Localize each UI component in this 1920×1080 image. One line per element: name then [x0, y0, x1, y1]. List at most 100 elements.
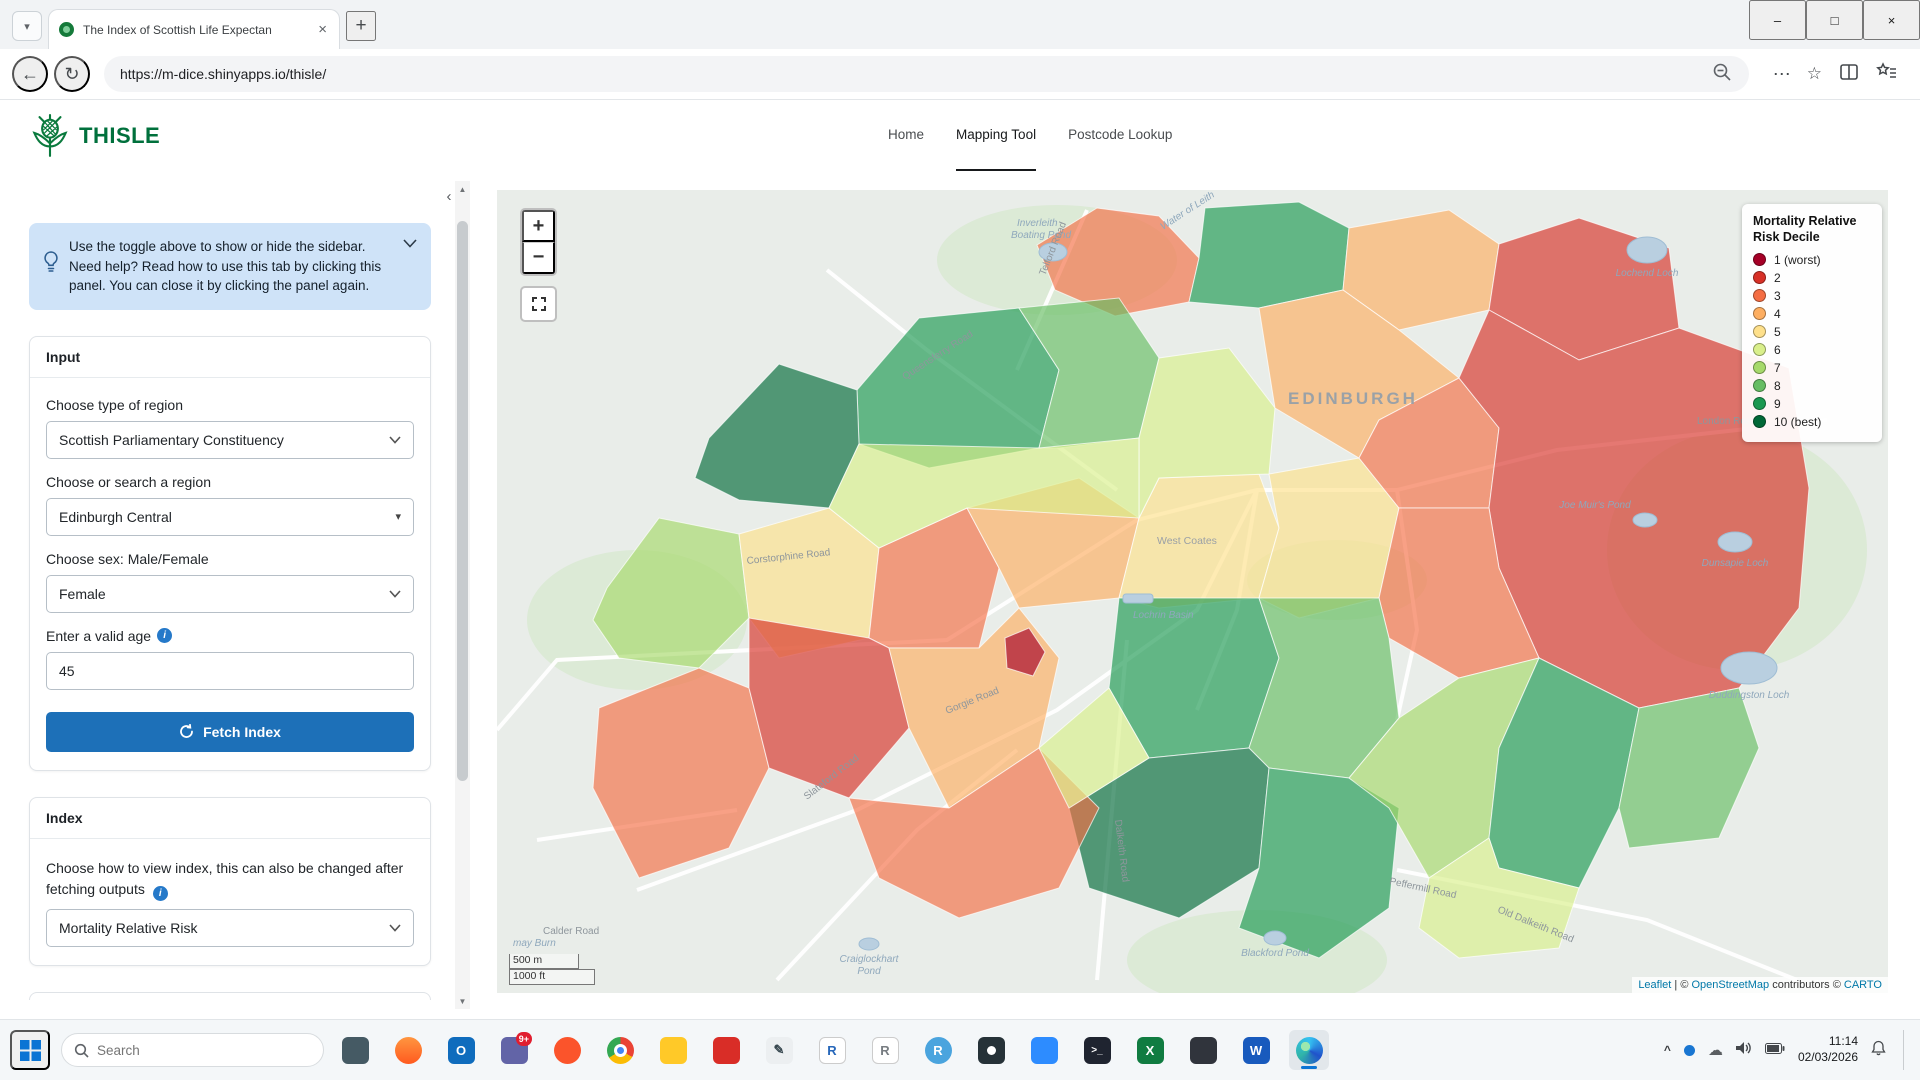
browser-tabstrip: ▾ The Index of Scottish Life Expectan × …	[0, 0, 1920, 49]
taskbar-rstudio-icon[interactable]: R	[918, 1030, 958, 1070]
legend-label: 1 (worst)	[1774, 253, 1821, 267]
map-scale: 500 m 1000 ft	[509, 954, 595, 985]
cloud-icon[interactable]: ☁	[1708, 1041, 1723, 1059]
notification-badge: 9+	[516, 1032, 532, 1046]
taskbar-dark-app-icon[interactable]	[1183, 1030, 1223, 1070]
taskbar-system-app-icon[interactable]	[335, 1030, 375, 1070]
sex-select[interactable]: Female	[46, 575, 414, 613]
map-label: Duddingston Loch	[1709, 690, 1790, 701]
favorites-bar-icon[interactable]	[1876, 61, 1898, 88]
tab-search-menu-button[interactable]: ▾	[12, 11, 42, 41]
choropleth-region[interactable]	[593, 668, 769, 878]
minimize-button[interactable]: –	[1749, 0, 1806, 40]
taskbar-zoom-icon[interactable]	[1024, 1030, 1064, 1070]
windows-logo-icon	[20, 1040, 41, 1061]
zoom-out-button[interactable]: −	[522, 242, 555, 274]
new-tab-button[interactable]: +	[346, 11, 376, 41]
tab-close-icon[interactable]: ×	[316, 21, 329, 38]
split-screen-icon[interactable]	[1838, 61, 1860, 88]
attribution-text: | ©	[1671, 979, 1691, 991]
info-icon[interactable]: i	[157, 628, 172, 643]
zoom-in-button[interactable]: +	[522, 210, 555, 242]
volume-icon[interactable]	[1736, 1041, 1752, 1060]
info-icon[interactable]: i	[153, 886, 168, 901]
notification-bell-icon[interactable]	[1871, 1040, 1886, 1061]
help-panel[interactable]: Use the toggle above to show or hide the…	[29, 223, 431, 310]
back-button[interactable]: ←	[12, 56, 48, 92]
index-view-select[interactable]: Mortality Relative Risk	[46, 909, 414, 947]
choropleth-region[interactable]	[1189, 202, 1349, 308]
age-input[interactable]	[46, 652, 414, 690]
sidebar-scrollbar[interactable]: ▲ ▼	[455, 181, 470, 1009]
carto-link[interactable]: CARTO	[1844, 979, 1882, 991]
address-bar[interactable]: https://m-dice.shinyapps.io/thisle/	[104, 56, 1749, 92]
taskbar-brave-icon[interactable]	[547, 1030, 587, 1070]
taskbar-terminal-icon[interactable]: >_	[1077, 1030, 1117, 1070]
sex-label: Choose sex: Male/Female	[46, 551, 414, 567]
tray-expand-icon[interactable]: ^	[1664, 1043, 1671, 1057]
taskbar-file-explorer-icon[interactable]	[653, 1030, 693, 1070]
taskbar-firefox-icon[interactable]	[388, 1030, 428, 1070]
index-view-label: Choose how to view index, this can also …	[46, 858, 414, 901]
battery-icon[interactable]	[1765, 1041, 1785, 1059]
taskbar-r-app2-icon[interactable]: R	[865, 1030, 905, 1070]
nav-item-mapping-tool[interactable]: Mapping Tool	[956, 100, 1036, 171]
chevron-down-icon	[389, 924, 401, 932]
legend-title-line2: Risk Decile	[1753, 229, 1871, 245]
taskbar-teams-icon[interactable]: 9+	[494, 1030, 534, 1070]
choropleth-region[interactable]	[695, 364, 859, 508]
browser-tab[interactable]: The Index of Scottish Life Expectan ×	[48, 9, 340, 49]
taskbar-r-app-icon[interactable]: R	[812, 1030, 852, 1070]
taskbar-acrobat-icon[interactable]	[706, 1030, 746, 1070]
legend-label: 2	[1774, 271, 1781, 285]
close-button[interactable]: ×	[1863, 0, 1920, 40]
taskbar-outlook-icon[interactable]: O	[441, 1030, 481, 1070]
tab-title: The Index of Scottish Life Expectan	[83, 23, 307, 37]
legend-label: 8	[1774, 379, 1781, 393]
legend-swatch	[1753, 361, 1766, 374]
thistle-logo-icon	[29, 114, 71, 158]
taskbar-excel-icon[interactable]: X	[1130, 1030, 1170, 1070]
taskbar-clock[interactable]: 11:14 02/03/2026	[1798, 1034, 1858, 1065]
scroll-down-icon[interactable]: ▼	[455, 993, 470, 1009]
brand[interactable]: THISLE	[29, 114, 160, 158]
region-type-select[interactable]: Scottish Parliamentary Constituency	[46, 421, 414, 459]
taskbar: O 9+ ✎ R R R >_ X W ^ ☁	[0, 1019, 1920, 1080]
scroll-up-icon[interactable]: ▲	[455, 181, 470, 197]
url-text[interactable]: https://m-dice.shinyapps.io/thisle/	[120, 66, 1699, 82]
favorite-star-icon[interactable]: ☆	[1807, 64, 1822, 84]
more-tools-icon[interactable]: ⋯	[1773, 64, 1791, 85]
taskbar-pen-app-icon[interactable]: ✎	[759, 1030, 799, 1070]
taskbar-edge-icon[interactable]	[1289, 1030, 1329, 1070]
legend-swatch	[1753, 325, 1766, 338]
legend-swatch	[1753, 289, 1766, 302]
fetch-index-button[interactable]: Fetch Index	[46, 712, 414, 752]
taskbar-capture-app-icon[interactable]	[971, 1030, 1011, 1070]
fullscreen-button[interactable]	[520, 286, 557, 322]
search-input[interactable]	[97, 1043, 277, 1058]
nav-item-home[interactable]: Home	[888, 100, 924, 171]
choropleth-region[interactable]	[857, 308, 1059, 468]
refresh-button[interactable]: ↻	[54, 56, 90, 92]
choropleth-region[interactable]	[1619, 688, 1759, 848]
index-card: Index Choose how to view index, this can…	[29, 797, 431, 966]
region-select[interactable]: Edinburgh Central ▾	[46, 498, 414, 536]
taskbar-search[interactable]	[61, 1033, 324, 1067]
scrollbar-thumb[interactable]	[457, 221, 468, 781]
show-desktop-button[interactable]	[1903, 1030, 1906, 1070]
nav-item-postcode-lookup[interactable]: Postcode Lookup	[1068, 100, 1172, 171]
leaflet-map[interactable]: Inverleith Boating Pond Water of Leith L…	[497, 190, 1888, 993]
map-legend: Mortality Relative Risk Decile 1 (worst)…	[1742, 204, 1882, 442]
map-label: Blackford Pond	[1241, 948, 1309, 959]
taskbar-chrome-icon[interactable]	[600, 1030, 640, 1070]
osm-link[interactable]: OpenStreetMap	[1691, 979, 1769, 991]
taskbar-word-icon[interactable]: W	[1236, 1030, 1276, 1070]
start-button[interactable]	[10, 1030, 50, 1070]
leaflet-link[interactable]: Leaflet	[1638, 979, 1671, 991]
legend-label: 4	[1774, 307, 1781, 321]
maximize-button[interactable]: □	[1806, 0, 1863, 40]
system-tray: ^ ☁ 11:14 02/03/2026	[1664, 1030, 1910, 1070]
tray-app-icon[interactable]	[1684, 1045, 1695, 1056]
zoom-out-page-icon[interactable]	[1711, 61, 1733, 88]
input-card: Input Choose type of region Scottish Par…	[29, 336, 431, 771]
